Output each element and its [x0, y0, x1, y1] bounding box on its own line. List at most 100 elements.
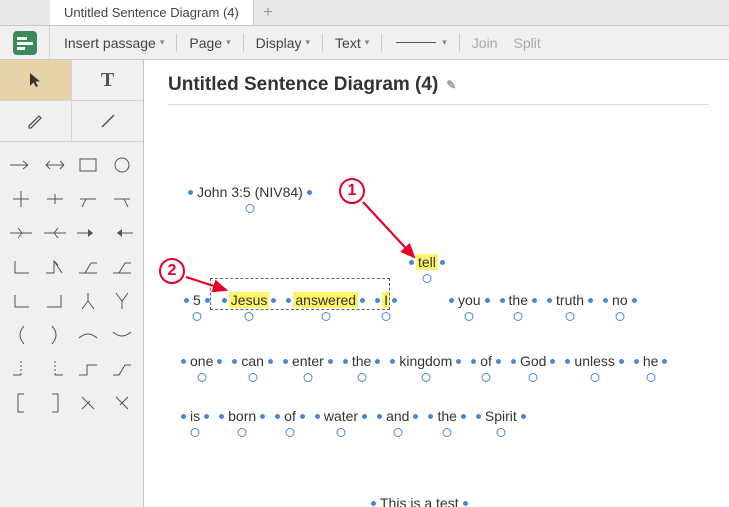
callout-arrow-2	[144, 120, 238, 302]
shape-arrow-right[interactable]	[4, 148, 38, 182]
add-tab-button[interactable]: +	[254, 0, 282, 25]
word-god[interactable]: God	[509, 353, 557, 369]
shape-corner-bl2[interactable]	[4, 284, 38, 318]
word-unless[interactable]: unless	[563, 353, 625, 369]
word-he[interactable]: he	[632, 353, 670, 369]
diagram-line-test[interactable]: This is a test	[369, 495, 470, 507]
step-diag-icon	[111, 359, 133, 379]
tree-up-icon	[44, 257, 66, 277]
pencil-tool[interactable]	[0, 101, 72, 141]
shape-bracket-close[interactable]	[38, 386, 72, 420]
word-can[interactable]: can	[230, 353, 275, 369]
insert-passage-menu[interactable]: Insert passage ▾	[56, 31, 172, 55]
shape-circle[interactable]	[105, 148, 139, 182]
page-menu[interactable]: Page ▾	[181, 31, 238, 55]
arrow-closed-right-icon	[75, 226, 101, 240]
diagram-line-3[interactable]: is born of water and the Spirit	[179, 408, 528, 424]
shape-corner-bl[interactable]	[4, 250, 38, 284]
display-menu[interactable]: Display ▾	[248, 31, 318, 55]
shape-tree-right[interactable]	[72, 250, 106, 284]
text-menu[interactable]: Text ▾	[327, 31, 377, 55]
word-of[interactable]: of	[273, 408, 307, 424]
text-tool[interactable]: T	[72, 60, 143, 100]
shape-x-diag[interactable]	[72, 386, 106, 420]
shape-arrow-left-closed[interactable]	[105, 216, 139, 250]
word-the[interactable]: the	[341, 353, 382, 369]
toolbar-separator	[459, 34, 460, 52]
word-the[interactable]: the	[498, 292, 539, 308]
join-button[interactable]: Join	[464, 31, 506, 55]
shape-arrow-both[interactable]	[38, 148, 72, 182]
app-icon	[0, 26, 50, 59]
arrow-open-right-icon	[8, 226, 34, 240]
line-icon	[98, 111, 118, 131]
shape-paren-left[interactable]	[4, 318, 38, 352]
arc-top-icon	[77, 328, 99, 342]
shape-step-up[interactable]	[72, 352, 106, 386]
shape-arrow-right-closed[interactable]	[72, 216, 106, 250]
shape-bracket-open[interactable]	[4, 386, 38, 420]
word-the[interactable]: the	[426, 408, 467, 424]
word-is[interactable]: is	[179, 408, 211, 424]
word-of[interactable]: of	[469, 353, 503, 369]
dropdown-caret-icon: ▾	[306, 37, 311, 48]
bracket-open-icon	[14, 392, 28, 414]
word-and[interactable]: and	[375, 408, 420, 424]
document-title-text: Untitled Sentence Diagram (4)	[168, 74, 438, 96]
pencil-icon	[27, 112, 45, 130]
step-up-icon	[77, 359, 99, 379]
pointer-tool[interactable]	[0, 60, 72, 100]
word-water[interactable]: water	[313, 408, 369, 424]
tab-bar: Untitled Sentence Diagram (4) +	[0, 0, 729, 26]
toolbar-separator	[176, 34, 177, 52]
branch-left-icon	[78, 189, 98, 209]
cross-short-icon	[45, 189, 65, 209]
shape-tree-up[interactable]	[38, 250, 72, 284]
shape-arrow-left-line[interactable]	[38, 216, 72, 250]
word-born[interactable]: born	[217, 408, 267, 424]
shape-branch-right[interactable]	[105, 182, 139, 216]
diagram-line-2[interactable]: one can enter the kingdom of God unless …	[179, 353, 669, 369]
line-style-menu[interactable]: ▾	[386, 33, 455, 52]
word-one[interactable]: one	[179, 353, 224, 369]
shape-zigzag[interactable]	[105, 250, 139, 284]
document-tab[interactable]: Untitled Sentence Diagram (4)	[50, 0, 254, 25]
word-you[interactable]: you	[447, 292, 492, 308]
shape-cross[interactable]	[4, 182, 38, 216]
shape-x-diag2[interactable]	[105, 386, 139, 420]
edit-title-icon[interactable]: ✎	[446, 78, 456, 92]
shape-arc-bottom[interactable]	[105, 318, 139, 352]
canvas[interactable]: Untitled Sentence Diagram (4) ✎ John 3:5…	[144, 60, 729, 507]
shape-cross-short[interactable]	[38, 182, 72, 216]
shape-line-dashed-left[interactable]	[4, 352, 38, 386]
shape-y-down[interactable]	[72, 284, 106, 318]
y-down-icon	[78, 291, 98, 311]
shape-step-diag[interactable]	[105, 352, 139, 386]
word-test[interactable]: This is a test	[369, 495, 470, 507]
word-enter[interactable]: enter	[281, 353, 335, 369]
app-logo-icon	[11, 29, 39, 57]
shape-y-up[interactable]	[105, 284, 139, 318]
page-label: Page	[189, 35, 222, 51]
text-label: Text	[335, 35, 361, 51]
shape-arc-top[interactable]	[72, 318, 106, 352]
word-kingdom[interactable]: kingdom	[388, 353, 463, 369]
word-truth[interactable]: truth	[545, 292, 595, 308]
title-rule	[168, 104, 709, 105]
split-button[interactable]: Split	[505, 31, 548, 55]
cross-icon	[11, 189, 31, 209]
word-no[interactable]: no	[601, 292, 639, 308]
diagram-area[interactable]: John 3:5 (NIV84) tell 5 Jesus answered I	[144, 120, 729, 507]
shape-corner-br[interactable]	[38, 284, 72, 318]
dashed-right-icon	[45, 359, 65, 379]
shape-arrow-right-line[interactable]	[4, 216, 38, 250]
line-tool[interactable]	[72, 101, 143, 141]
shape-line-dashed-right[interactable]	[38, 352, 72, 386]
word-spirit[interactable]: Spirit	[474, 408, 528, 424]
text-tool-icon: T	[101, 69, 114, 92]
bracket-close-icon	[48, 392, 62, 414]
y-up-icon	[112, 291, 132, 311]
shape-paren-right[interactable]	[38, 318, 72, 352]
shape-branch-left[interactable]	[72, 182, 106, 216]
shape-rect[interactable]	[72, 148, 106, 182]
